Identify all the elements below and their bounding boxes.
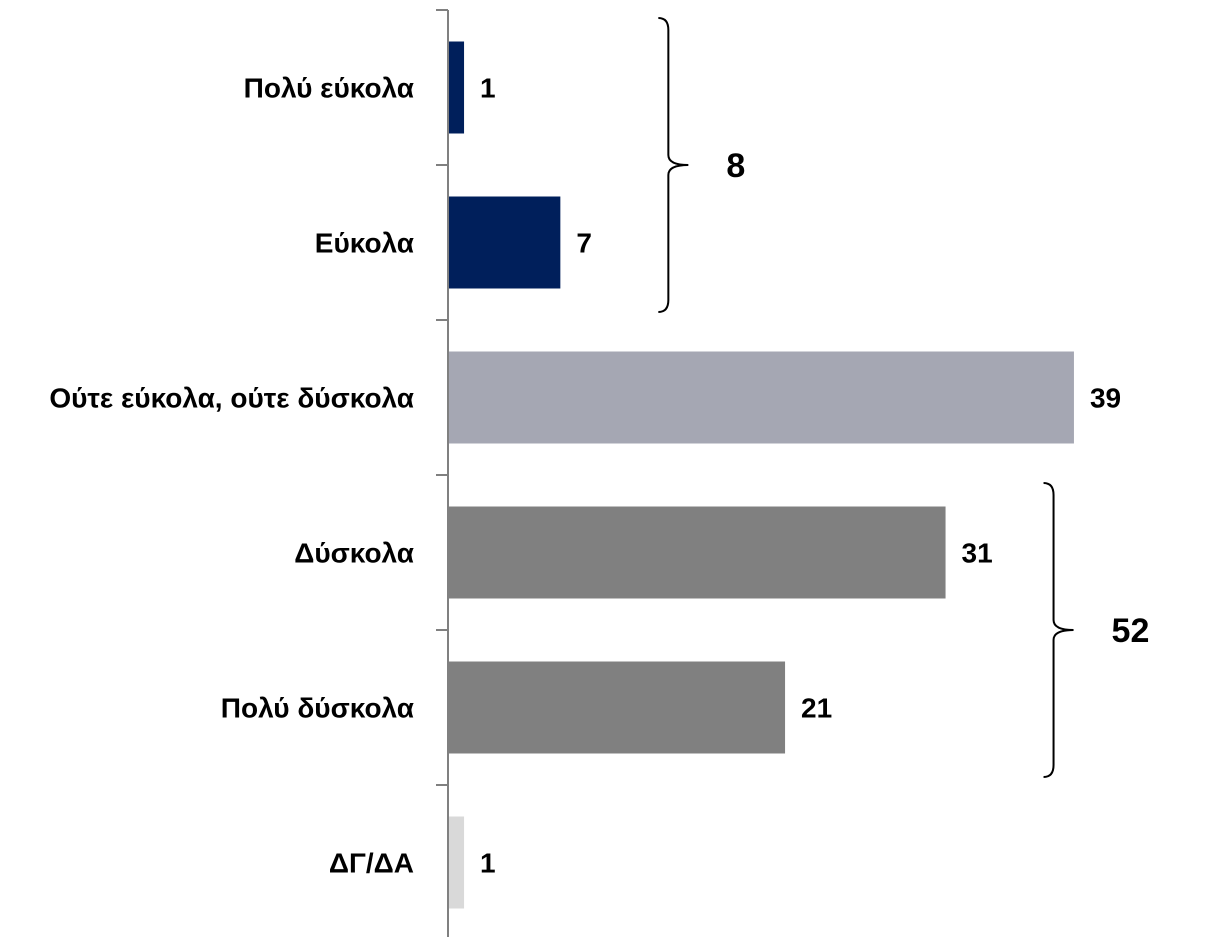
bracket-0 — [658, 17, 689, 313]
value-label-4: 21 — [801, 693, 832, 724]
value-label-0: 1 — [480, 73, 496, 104]
value-label-5: 1 — [480, 848, 496, 879]
category-label-3: Δύσκολα — [294, 538, 414, 569]
category-label-4: Πολύ δύσκολα — [221, 693, 414, 724]
bar-0 — [448, 41, 465, 134]
value-label-2: 39 — [1090, 383, 1121, 414]
bar-1 — [448, 196, 561, 289]
category-label-5: ΔΓ/ΔΑ — [329, 848, 414, 879]
category-label-1: Εύκολα — [315, 228, 414, 259]
value-label-1: 7 — [576, 228, 592, 259]
bar-2 — [448, 351, 1074, 444]
bracket-label-0: 8 — [726, 147, 745, 185]
value-label-3: 31 — [962, 538, 993, 569]
bar-3 — [448, 506, 946, 599]
bracket-label-1: 52 — [1112, 612, 1150, 650]
bracket-1 — [1043, 482, 1074, 778]
bar-4 — [448, 661, 786, 754]
bar-5 — [448, 816, 465, 909]
category-label-2: Ούτε εύκολα, ούτε δύσκολα — [49, 383, 414, 414]
category-label-0: Πολύ εύκολα — [244, 73, 414, 104]
